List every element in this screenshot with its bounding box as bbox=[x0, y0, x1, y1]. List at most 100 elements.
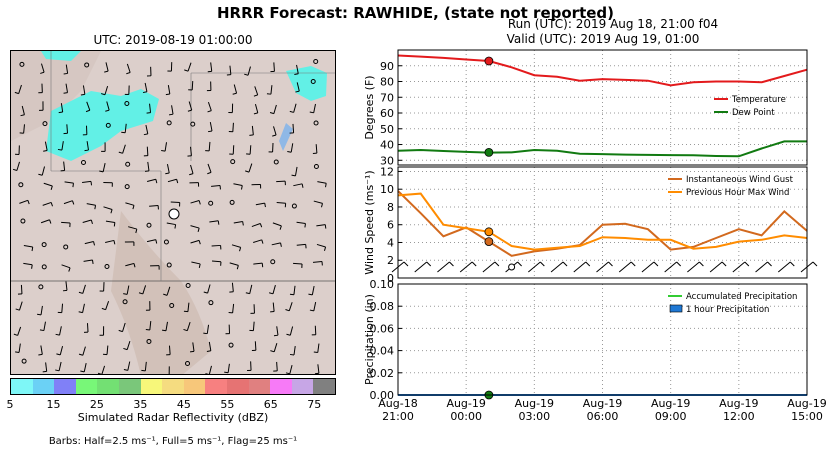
wind-barb bbox=[124, 85, 130, 95]
wind-barb bbox=[82, 180, 92, 186]
x-tick-label: Aug-19 bbox=[651, 397, 690, 410]
wind-barb bbox=[293, 262, 303, 268]
wind-barb bbox=[268, 285, 276, 295]
x-tick-label: Aug-19 bbox=[446, 397, 485, 410]
wind-barb bbox=[229, 145, 235, 155]
wind-barb bbox=[211, 244, 222, 250]
calm-marker bbox=[273, 159, 279, 165]
wind-barb bbox=[183, 302, 190, 313]
wind-barb bbox=[166, 222, 177, 229]
wind-barb bbox=[245, 163, 253, 173]
wind-barb bbox=[101, 142, 106, 152]
wind-barb bbox=[145, 320, 152, 331]
colorbar-swatch bbox=[291, 379, 314, 394]
wind-barb bbox=[203, 324, 210, 335]
calm-marker bbox=[20, 218, 26, 224]
legend-label: Instantaneous Wind Gust bbox=[686, 175, 794, 185]
colorbar-swatch bbox=[248, 379, 271, 394]
wind-barb bbox=[61, 264, 71, 272]
wind-barb bbox=[285, 302, 293, 312]
calm-marker bbox=[19, 61, 25, 67]
y-tick-label: 90 bbox=[380, 60, 394, 73]
colorbar-tick-label: 45 bbox=[176, 398, 191, 411]
colorbar-swatch bbox=[226, 379, 249, 394]
wind-barb bbox=[229, 262, 239, 270]
wind-barb bbox=[206, 81, 212, 92]
calm-marker bbox=[313, 120, 319, 126]
calm-marker bbox=[38, 284, 44, 290]
wind-barb bbox=[19, 124, 25, 134]
legend-label: Previous Hour Max Wind bbox=[686, 188, 789, 198]
wind-barb bbox=[125, 262, 136, 268]
calm-marker bbox=[63, 244, 69, 250]
wind-barb bbox=[105, 101, 110, 112]
legend-label: Temperature bbox=[731, 95, 786, 105]
colorbar-swatch bbox=[54, 379, 76, 394]
reflectivity-colorbar bbox=[10, 378, 336, 395]
wind-barb bbox=[287, 143, 294, 153]
wind-barb bbox=[231, 244, 242, 252]
wind-barb bbox=[63, 124, 69, 135]
wind-barb bbox=[187, 146, 192, 157]
wind-barb bbox=[273, 326, 279, 337]
wind-barb bbox=[85, 101, 91, 113]
wind-barb bbox=[316, 224, 327, 229]
wind-barb bbox=[228, 303, 235, 314]
wind-barb bbox=[126, 63, 131, 75]
wind-barb bbox=[641, 261, 659, 273]
wind-barb bbox=[482, 261, 500, 273]
wind-barb bbox=[777, 261, 795, 273]
wind-barb bbox=[146, 178, 158, 184]
wind-barb bbox=[42, 201, 53, 207]
wind-barb bbox=[246, 145, 252, 155]
chart-panel: 0.00 0.02 0.04 0.06 0.08 0.10 Precipitation (i… bbox=[363, 278, 808, 402]
wind-barb bbox=[169, 105, 174, 116]
colorbar-swatch bbox=[270, 379, 292, 394]
wind-barb bbox=[459, 261, 477, 273]
wind-barb bbox=[206, 341, 212, 352]
wind-barb bbox=[308, 285, 315, 296]
wind-barb bbox=[272, 222, 282, 230]
x-tick-label: Aug-19 bbox=[719, 397, 758, 410]
y-tick-label: 0.10 bbox=[370, 278, 395, 291]
wind-barb bbox=[128, 226, 138, 234]
chart-panel: 30 40 50 60 70 80 90 Degrees (F) Temperature Dew … bbox=[363, 49, 808, 167]
map-canvas bbox=[11, 51, 335, 374]
wind-barb bbox=[167, 178, 179, 184]
colorbar-tick-label: 15 bbox=[46, 398, 61, 411]
wind-barb bbox=[207, 122, 213, 133]
wind-barb bbox=[253, 86, 259, 97]
colorbar-swatch bbox=[140, 379, 163, 394]
wind-barb bbox=[123, 285, 130, 295]
legend-swatch bbox=[669, 304, 683, 313]
wind-barb bbox=[63, 83, 68, 94]
mountain-ridge bbox=[111, 211, 211, 374]
calm-marker bbox=[229, 199, 235, 205]
wind-barb bbox=[58, 103, 64, 114]
map-title: UTC: 2019-08-19 01:00:00 bbox=[93, 33, 253, 47]
wind-barb bbox=[170, 201, 181, 207]
terrain-shade bbox=[11, 51, 101, 141]
wind-barb bbox=[141, 361, 147, 372]
site-marker bbox=[168, 208, 180, 220]
wind-barb bbox=[664, 261, 682, 273]
wind-barb bbox=[313, 343, 320, 353]
wind-barb bbox=[15, 145, 20, 155]
wind-barb bbox=[161, 142, 168, 152]
wind-barb bbox=[165, 85, 171, 96]
calm-marker bbox=[166, 262, 172, 268]
y-tick-label: 0 bbox=[387, 272, 394, 285]
x-tick-label: Aug-19 bbox=[583, 397, 622, 410]
wind-barb bbox=[118, 144, 126, 154]
y-axis-label: Degrees (F) bbox=[363, 75, 376, 139]
y-tick-label: 50 bbox=[380, 123, 394, 136]
wind-barb bbox=[732, 261, 750, 273]
wind-barb bbox=[276, 180, 286, 186]
wind-barb bbox=[225, 324, 231, 335]
calm-marker bbox=[105, 122, 111, 128]
calm-marker bbox=[41, 242, 47, 248]
series-line bbox=[397, 140, 807, 158]
y-tick-label: 0.02 bbox=[370, 367, 395, 380]
current-time-marker bbox=[484, 56, 494, 66]
wind-barb bbox=[43, 182, 53, 190]
